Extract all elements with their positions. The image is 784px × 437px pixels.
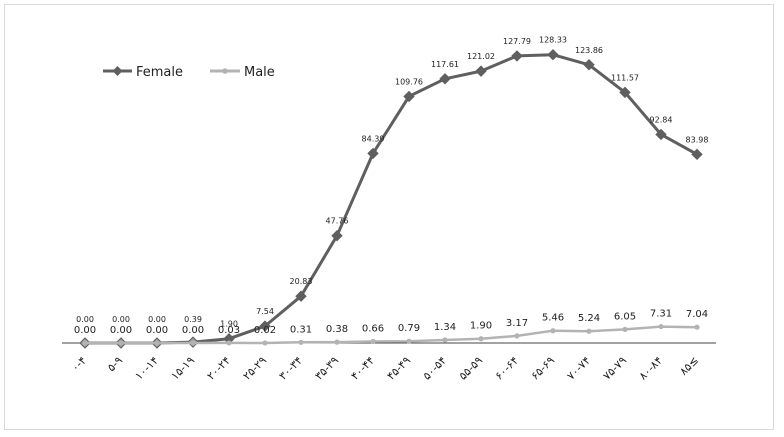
- male-data-label: 0.79: [398, 323, 420, 334]
- series-layer: [79, 49, 703, 349]
- male-data-label: 5.24: [578, 313, 600, 324]
- female-point: [547, 49, 559, 61]
- x-tick-label: ۳۰-۳۴: [276, 354, 305, 383]
- male-point: [82, 340, 88, 346]
- legend-male-label: Male: [244, 65, 275, 80]
- male-point: [190, 340, 196, 346]
- female-point: [439, 73, 451, 85]
- legend-female-label: Female: [136, 65, 183, 80]
- female-data-label: 1.90: [220, 320, 238, 329]
- female-point: [259, 320, 271, 332]
- male-data-label: 5.46: [542, 313, 564, 324]
- x-tick-label: ۸۰-۸۴: [636, 354, 665, 383]
- female-point: [295, 290, 307, 302]
- male-point: [262, 340, 268, 346]
- male-data-label: 0.02: [254, 325, 276, 336]
- chart-frame: [4, 4, 774, 430]
- x-tick-label: ۱۵-۱۹: [168, 354, 197, 383]
- female-data-label: 47.76: [326, 217, 349, 226]
- x-tick-label: ۶۰-۶۴: [492, 354, 521, 383]
- female-data-label: 0.00: [112, 315, 130, 324]
- female-point: [511, 50, 523, 62]
- male-data-label: 1.34: [434, 322, 456, 333]
- female-data-label: 84.39: [362, 134, 385, 143]
- male-point: [442, 337, 448, 343]
- female-data-label: 127.79: [503, 37, 531, 46]
- female-data-label: 7.54: [256, 307, 274, 316]
- male-data-label: 0.00: [74, 325, 96, 336]
- female-point: [475, 65, 487, 77]
- female-data-label: 109.76: [395, 77, 423, 86]
- male-point: [550, 328, 556, 334]
- male-data-label: 0.00: [110, 325, 132, 336]
- male-data-label: 0.00: [146, 325, 168, 336]
- female-point: [655, 128, 667, 141]
- male-data-label: 7.31: [650, 309, 672, 320]
- x-tick-label: ۸۵≤: [677, 354, 701, 378]
- x-tick-label: ۳۵-۳۹: [312, 354, 341, 383]
- male-data-label: 0.00: [182, 325, 204, 336]
- male-point: [154, 340, 160, 346]
- x-tick-label: ۷۵-۷۹: [600, 354, 629, 383]
- male-data-label: 0.31: [290, 324, 312, 335]
- female-point: [403, 90, 415, 103]
- x-tick-label: ۲۵-۲۹: [240, 354, 269, 383]
- female-data-label: 111.57: [611, 73, 639, 82]
- legend: Female Male: [103, 65, 275, 80]
- x-tick-label: ۴۵-۴۹: [384, 354, 413, 383]
- female-data-label: 123.86: [575, 46, 603, 55]
- x-tick-label: ۵-۹: [105, 354, 125, 374]
- x-tick-label: ۴۰-۴۴: [348, 354, 377, 383]
- female-data-label: 83.98: [686, 135, 709, 144]
- legend-male-marker: [222, 68, 228, 74]
- male-point: [370, 338, 376, 345]
- female-data-label: 0.00: [148, 315, 166, 324]
- female-point: [367, 147, 379, 160]
- male-point: [514, 333, 520, 339]
- male-point: [658, 323, 664, 330]
- female-data-label: 20.83: [290, 277, 313, 286]
- female-data-label: 92.84: [650, 115, 673, 124]
- x-tick-label: ۱۰-۱۴: [132, 354, 161, 383]
- male-data-label: 3.17: [506, 318, 528, 329]
- male-data-label: 7.04: [686, 309, 708, 320]
- male-point: [298, 339, 304, 345]
- x-tick-label: ۵۵-۵۹: [456, 354, 485, 383]
- data-labels: 0.00 0.00 0.00 0.391.907.5420.8347.7684.391…: [74, 36, 709, 336]
- male-point: [586, 328, 592, 334]
- male-point: [478, 336, 484, 342]
- male-data-label: 6.05: [614, 311, 636, 322]
- female-point: [691, 148, 703, 161]
- female-data-label: 0.39: [184, 315, 202, 324]
- male-point: [334, 339, 340, 345]
- male-data-label: 0.38: [326, 324, 348, 335]
- female-data-label: 117.61: [431, 60, 459, 69]
- legend-female-marker: [112, 66, 123, 76]
- male-point: [118, 340, 124, 346]
- male-point: [406, 338, 412, 344]
- x-tick-label: ۶۵-۶۹: [528, 354, 557, 383]
- series-line-male: [85, 325, 698, 345]
- male-point: [694, 324, 700, 330]
- female-point: [583, 59, 595, 71]
- female-data-label: 128.33: [539, 36, 567, 45]
- female-data-label: 0.00: [76, 315, 94, 324]
- x-axis: ۰-۴ ۵-۹ ۱۰-۱۴ ۱۵-۱۹ ۲۰-۲۴ ۲۵-۲۹ ۳۰-۳۴ ۳۵-۳۹ ۴۰-۴…: [62, 342, 716, 383]
- male-data-label: 1.90: [470, 321, 492, 332]
- x-tick-label: ۷۰-۷۴: [564, 354, 593, 383]
- male-point: [226, 340, 232, 346]
- series-line-female: [85, 53, 698, 345]
- male-data-label: 0.66: [362, 324, 384, 335]
- male-point: [622, 326, 628, 333]
- x-tick-label: ۵۰-۵۴: [420, 354, 449, 383]
- female-point: [619, 86, 631, 99]
- female-data-label: 121.02: [467, 52, 495, 61]
- female-point: [331, 230, 343, 242]
- x-tick-label: ۲۰-۲۴: [204, 354, 233, 383]
- x-tick-label: ۰-۴: [69, 354, 89, 374]
- male-data-label: 0.03: [218, 325, 240, 336]
